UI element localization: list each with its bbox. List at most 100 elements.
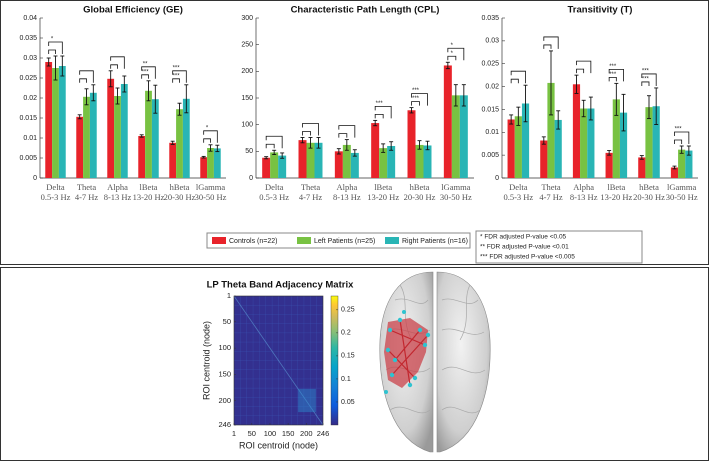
bar [459, 95, 468, 178]
bar [213, 148, 221, 178]
bar [278, 155, 287, 178]
bar [83, 96, 90, 178]
bar [342, 144, 351, 178]
significance-bracket [510, 78, 519, 84]
y-tick-label: 0.035 [19, 35, 37, 42]
note: ** FDR adjusted P-value <0.01 [480, 244, 569, 251]
significance-bracket [265, 143, 275, 149]
bar [151, 99, 159, 178]
error-bar [170, 140, 175, 145]
significance-bracket [641, 81, 650, 86]
bar [540, 140, 548, 178]
chart-title: Transitivity (T) [568, 5, 633, 16]
x-tick-sublabel: 13-20 Hz [133, 192, 165, 202]
significance-bracket [338, 133, 348, 138]
y-tick-label: 50 [245, 148, 253, 155]
significance-stars: * [51, 37, 54, 43]
error-bar [614, 82, 619, 116]
error-bar [445, 61, 450, 70]
x-tick-sublabel: 4-7 Hz [539, 192, 563, 202]
x-tick-label: hBeta [639, 182, 659, 192]
significance-bracket [608, 76, 617, 82]
error-bar [453, 84, 458, 107]
y-tick-label: 100 [218, 343, 231, 352]
error-bar [336, 148, 341, 155]
y-tick-label: 250 [241, 42, 253, 49]
significance-bracket [374, 106, 392, 119]
bar [423, 145, 432, 178]
bar [169, 142, 177, 178]
bar [107, 78, 115, 178]
x-tick-sublabel: 20-30 Hz [633, 192, 665, 202]
significance-stars: * [451, 51, 454, 57]
notes-box [475, 230, 643, 264]
significance-bracket [302, 123, 319, 136]
x-tick-label: 150 [282, 429, 295, 438]
x-tick-label: Delta [265, 182, 284, 192]
bar [554, 119, 562, 178]
bar [415, 144, 424, 178]
bar [685, 150, 693, 178]
brain-render [379, 271, 491, 453]
error-bar [308, 137, 313, 149]
y-tick-label: 0.005 [19, 155, 37, 162]
error-bar [352, 149, 357, 157]
x-tick-label: Delta [46, 182, 65, 192]
x-tick-label: lBeta [374, 182, 392, 192]
significance-stars: *** [142, 69, 150, 75]
error-bar [588, 96, 593, 121]
note: *** FDR adjusted P-value <0.005 [480, 254, 575, 261]
error-bar [417, 140, 422, 150]
error-bar [316, 137, 321, 149]
x-tick-label: hBeta [410, 182, 430, 192]
significance-bracket [203, 138, 211, 143]
bar [619, 112, 628, 178]
bar [587, 108, 595, 178]
bar [547, 82, 555, 178]
significance-bracket [141, 74, 149, 79]
error-bar [300, 137, 305, 144]
significance-bracket [576, 68, 585, 74]
significance-bracket [110, 64, 118, 69]
significance-bracket [203, 130, 218, 143]
significance-bracket [172, 78, 180, 83]
x-tick-sublabel: 30-50 Hz [195, 192, 227, 202]
significance-stars: *** [173, 65, 181, 71]
error-bar [184, 84, 189, 114]
y-tick-label: 0.015 [481, 106, 499, 113]
y-tick-label: 0.03 [485, 38, 499, 45]
significance-bracket [641, 73, 657, 86]
x-tick-sublabel: 4-7 Hz [75, 192, 99, 202]
error-bar [581, 99, 586, 118]
x-axis-label: ROI centroid (node) [239, 440, 318, 450]
significance-stars: *** [642, 69, 650, 75]
y-tick-label: 300 [241, 15, 253, 22]
legend-box [206, 232, 471, 249]
error-bar [264, 156, 269, 160]
bar [314, 142, 323, 178]
bar [507, 119, 515, 178]
heatmap-diagonal [233, 295, 324, 426]
y-tick-label: 0.02 [485, 83, 499, 90]
bar [76, 116, 84, 178]
error-bar [215, 144, 220, 153]
x-tick-label: lGamma [667, 182, 696, 192]
significance-bracket [447, 47, 465, 61]
error-bar [516, 106, 521, 126]
legend-label: Left Patients (n=25) [314, 238, 375, 245]
bar [521, 103, 530, 178]
y-tick-label: 100 [241, 122, 253, 129]
legend-swatch [212, 237, 226, 244]
legend-label: Right Patients (n=16) [402, 238, 468, 245]
x-tick-label: 246 [317, 429, 330, 438]
significance-bracket [411, 101, 420, 106]
significance-stars: *** [412, 96, 420, 102]
y-tick-label: 0.005 [481, 152, 499, 159]
x-tick-sublabel: 13-20 Hz [600, 192, 632, 202]
error-bar [556, 110, 561, 130]
x-tick-label: lGamma [196, 182, 225, 192]
bar [514, 116, 522, 178]
x-tick-sublabel: 30-50 Hz [666, 192, 698, 202]
legend: Controls (n=22) Left Patients (n=25) Right… [206, 232, 471, 249]
x-tick-label: Alpha [573, 182, 594, 192]
